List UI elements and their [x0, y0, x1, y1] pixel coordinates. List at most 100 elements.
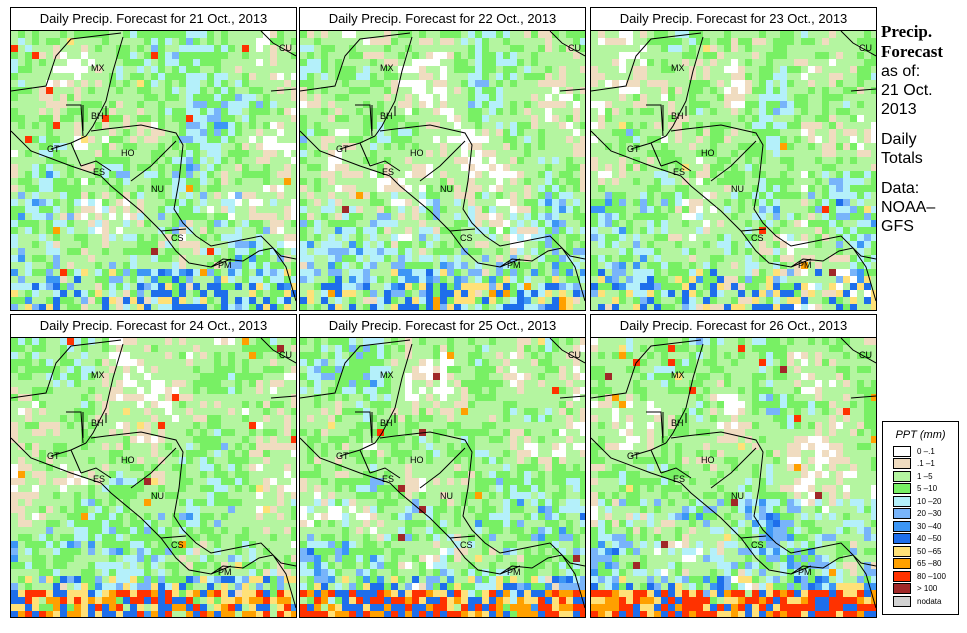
precip-cell — [165, 122, 172, 129]
precip-cell — [370, 59, 377, 66]
precip-cell — [370, 31, 377, 38]
precip-cell — [32, 213, 39, 220]
precip-cell — [598, 227, 605, 234]
precip-cell — [158, 234, 165, 241]
precip-cell — [130, 338, 137, 345]
precip-cell — [200, 276, 207, 283]
precip-cell — [356, 262, 363, 269]
precip-cell — [864, 283, 871, 290]
precip-cell — [193, 164, 200, 171]
precip-cell — [263, 283, 270, 290]
precip-cell — [405, 150, 412, 157]
precip-cell — [468, 31, 475, 38]
precip-cell — [151, 157, 158, 164]
precip-cell — [640, 297, 647, 304]
precip-cell — [850, 199, 857, 206]
precip-cell — [640, 101, 647, 108]
precip-cell — [857, 206, 864, 213]
precip-cell — [696, 101, 703, 108]
precip-cell — [503, 297, 510, 304]
precip-cell — [580, 150, 585, 157]
precip-cell — [738, 38, 745, 45]
precip-cell — [475, 269, 482, 276]
precip-cell — [412, 136, 419, 143]
precip-cell — [144, 185, 151, 192]
precip-cell — [109, 304, 116, 310]
precip-cell — [850, 213, 857, 220]
precip-cell — [349, 220, 356, 227]
precip-cell — [773, 38, 780, 45]
precip-cell — [591, 199, 598, 206]
precip-cell — [573, 143, 580, 150]
precip-cell — [496, 31, 503, 38]
precip-cell — [328, 87, 335, 94]
precip-cell — [426, 248, 433, 255]
precip-cell — [573, 45, 580, 52]
precip-cell — [25, 80, 32, 87]
country-label-ho: HO — [121, 148, 135, 158]
precip-cell — [738, 66, 745, 73]
precip-cell — [801, 290, 808, 297]
precip-cell — [256, 269, 263, 276]
precip-cell — [503, 59, 510, 66]
precip-cell — [447, 87, 454, 94]
precip-cell — [384, 31, 391, 38]
precip-cell — [468, 255, 475, 262]
precip-cell — [419, 66, 426, 73]
precip-cell — [123, 136, 130, 143]
precip-cell — [552, 73, 559, 80]
precip-cell — [321, 297, 328, 304]
precip-cell — [552, 31, 559, 38]
precip-cell — [780, 150, 787, 157]
precip-cell — [433, 66, 440, 73]
precip-cell — [314, 276, 321, 283]
precip-cell — [32, 206, 39, 213]
precip-cell — [573, 94, 580, 101]
precip-cell — [773, 283, 780, 290]
precip-cell — [489, 227, 496, 234]
precip-cell — [151, 297, 158, 304]
precip-cell — [109, 101, 116, 108]
precip-cell — [738, 108, 745, 115]
precip-cell — [591, 262, 598, 269]
precip-cell — [74, 73, 81, 80]
precip-cell — [552, 213, 559, 220]
precip-cell — [836, 108, 843, 115]
precip-cell — [829, 199, 836, 206]
precip-cell — [591, 206, 598, 213]
precip-cell — [200, 304, 207, 310]
precip-cell — [531, 38, 538, 45]
precip-cell — [836, 164, 843, 171]
precip-cell — [580, 199, 585, 206]
precip-cell — [270, 115, 277, 122]
precip-cell — [510, 185, 517, 192]
precip-cell — [843, 269, 850, 276]
precip-cell — [517, 101, 524, 108]
precip-cell — [815, 206, 822, 213]
precip-cell — [235, 80, 242, 87]
precip-cell — [759, 80, 766, 87]
precip-cell — [405, 59, 412, 66]
precip-cell — [328, 269, 335, 276]
precip-cell — [235, 94, 242, 101]
precip-cell — [801, 234, 808, 241]
precip-cell — [808, 66, 815, 73]
precip-cell — [654, 143, 661, 150]
precip-cell — [335, 213, 342, 220]
precip-cell — [619, 101, 626, 108]
precip-cell — [193, 101, 200, 108]
precip-cell — [235, 276, 242, 283]
precip-cell — [468, 45, 475, 52]
precip-cell — [349, 192, 356, 199]
precip-cell — [384, 171, 391, 178]
precip-cell — [242, 115, 249, 122]
precip-cell — [822, 178, 829, 185]
precip-cell — [787, 241, 794, 248]
precip-cell — [53, 241, 60, 248]
precip-cell — [850, 73, 857, 80]
precip-cell — [186, 150, 193, 157]
precip-cell — [307, 185, 314, 192]
precip-cell — [717, 101, 724, 108]
precip-cell — [633, 248, 640, 255]
precip-cell — [489, 115, 496, 122]
